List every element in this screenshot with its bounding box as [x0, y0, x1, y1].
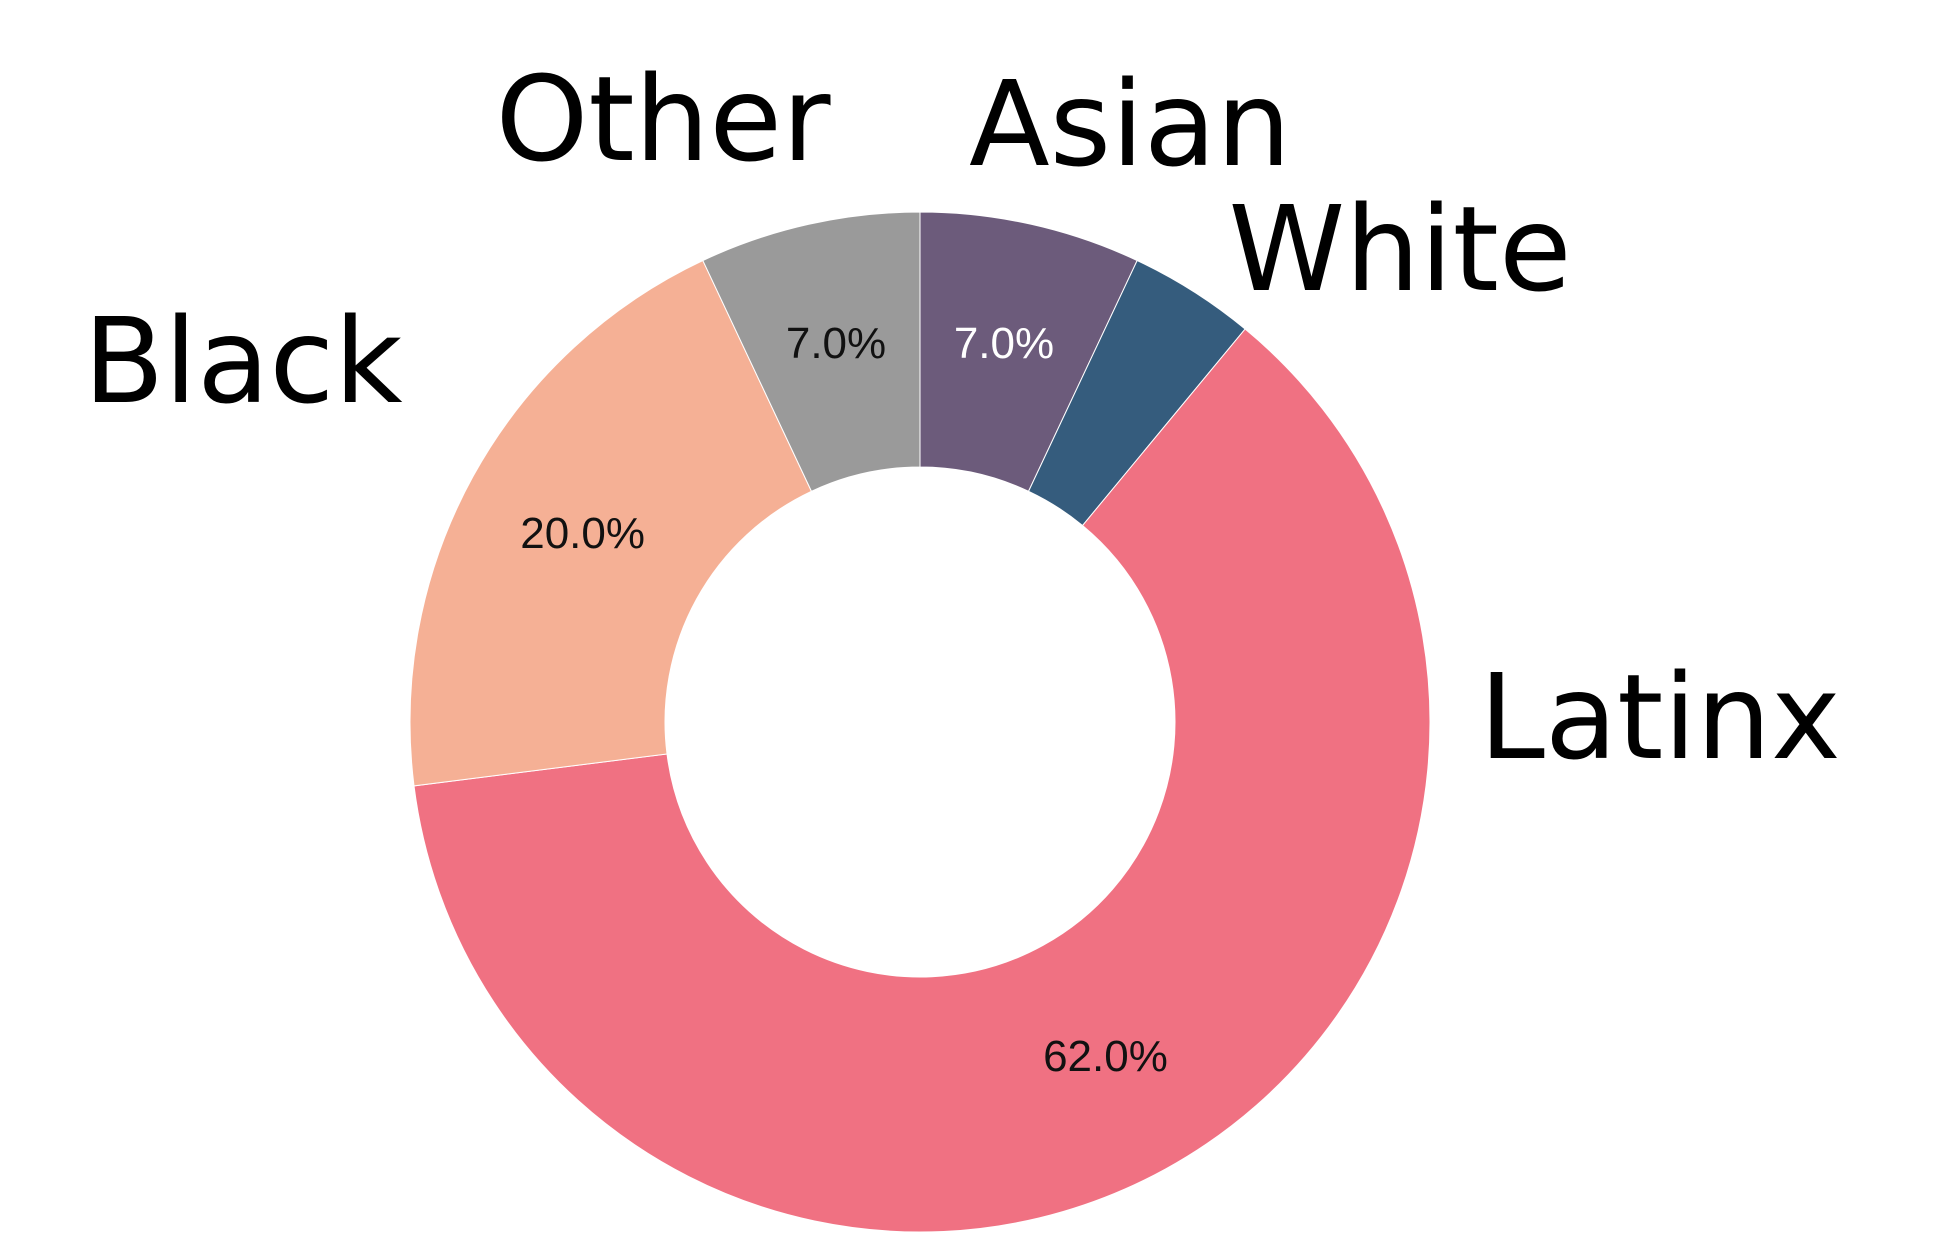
category-labels: Asian White Latinx Black Other	[83, 50, 1841, 786]
slice-black	[409, 259, 813, 787]
donut-slices	[409, 211, 1431, 1233]
slice-value-labels: 7.0% 62.0% 20.0% 7.0%	[520, 319, 1168, 1081]
value-label-latinx: 62.0%	[1043, 1032, 1168, 1081]
category-label-asian: Asian	[969, 55, 1291, 193]
value-label-black: 20.0%	[520, 509, 645, 558]
value-label-other: 7.0%	[786, 319, 886, 368]
slice-other	[702, 211, 921, 492]
category-label-other: Other	[495, 50, 831, 188]
value-label-asian: 7.0%	[954, 319, 1054, 368]
category-label-white: White	[1228, 180, 1571, 318]
category-label-black: Black	[83, 292, 402, 430]
slice-latinx	[413, 328, 1431, 1233]
category-label-latinx: Latinx	[1479, 648, 1841, 786]
